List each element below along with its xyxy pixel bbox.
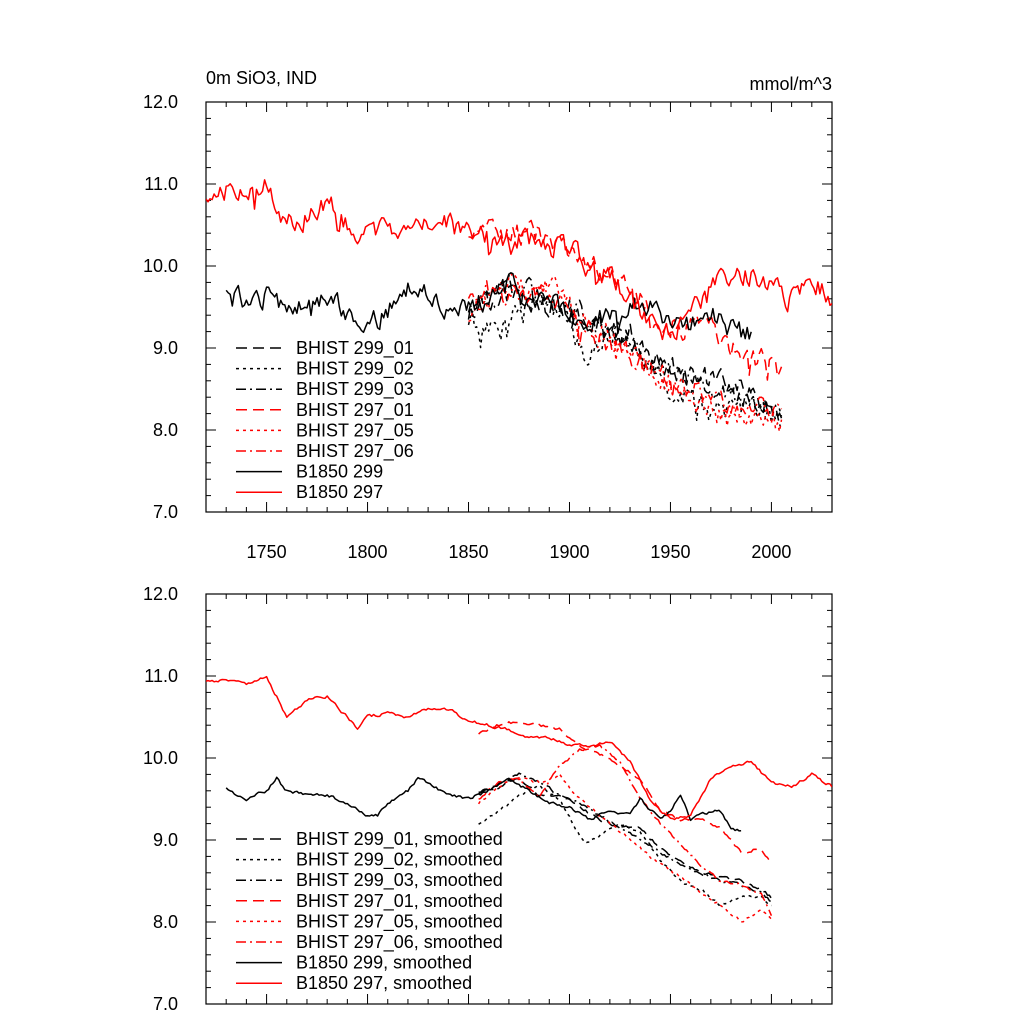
series-line-2 — [478, 784, 772, 907]
chart-panel-2: 7.0 8.0 9.0 10.0 11.0 12.0 BHIST 299_01, smoot… — [143, 584, 833, 1014]
y-tick-label: 7.0 — [153, 994, 178, 1014]
legend-label: BHIST 299_01, smoothed — [296, 829, 503, 850]
series-line-7 — [225, 776, 742, 832]
y-tick-label: 9.0 — [153, 338, 178, 358]
legend-label: BHIST 297_05, smoothed — [296, 911, 503, 932]
legend-label: BHIST 297_06, smoothed — [296, 932, 503, 953]
x-tick-label: 2000 — [751, 542, 791, 562]
series-line-6 — [478, 744, 773, 916]
x-tick-label: 1750 — [247, 542, 287, 562]
series-line-6 — [467, 280, 783, 422]
y-tick-label: 12.0 — [143, 584, 178, 604]
series-line-7 — [225, 272, 752, 340]
legend-label: B1850 299 — [296, 462, 383, 482]
series-line-5 — [477, 772, 772, 923]
x-tick-label: 1800 — [348, 542, 388, 562]
series-line-2 — [467, 292, 783, 424]
plot-frame — [205, 593, 833, 1005]
series-group — [206, 179, 832, 433]
legend-label: BHIST 299_03 — [296, 379, 414, 400]
legend-label: B1850 297, smoothed — [296, 973, 472, 993]
y-tick-label: 9.0 — [153, 830, 178, 850]
series-line-1 — [478, 777, 773, 899]
legend-label: BHIST 299_02 — [296, 359, 414, 380]
series-group — [206, 675, 832, 923]
legend-label: BHIST 299_02, smoothed — [296, 850, 503, 871]
series-line-5 — [468, 272, 783, 433]
y-tick-label: 10.0 — [143, 256, 178, 276]
legend-label: BHIST 297_05 — [296, 420, 414, 441]
y-tick-label: 8.0 — [153, 420, 178, 440]
legend-label: B1850 297 — [296, 482, 383, 502]
x-tick-label: 1950 — [650, 542, 690, 562]
legend-label: B1850 299, smoothed — [296, 953, 472, 973]
legend-label: BHIST 299_03, smoothed — [296, 870, 503, 891]
legend-label: BHIST 297_06 — [296, 441, 414, 462]
series-line-3 — [467, 274, 783, 430]
legend-label: BHIST 297_01 — [296, 400, 414, 421]
x-tick-label: 1900 — [549, 542, 589, 562]
x-tick-label: 1850 — [448, 542, 488, 562]
legend-label: BHIST 299_01 — [296, 338, 414, 359]
y-tick-label: 7.0 — [153, 502, 178, 522]
y-tick-label: 12.0 — [143, 92, 178, 112]
series-line-8 — [206, 675, 832, 821]
units-label: mmol/m^3 — [750, 74, 832, 94]
y-tick-label: 10.0 — [143, 748, 178, 768]
series-line-4 — [478, 721, 773, 865]
chart-title: 0m SiO3, IND — [206, 68, 317, 88]
plot-frame — [205, 101, 833, 513]
y-tick-label: 8.0 — [153, 912, 178, 932]
legend-label: BHIST 297_01, smoothed — [296, 891, 503, 912]
y-tick-label: 11.0 — [144, 174, 178, 194]
chart-panel-1: 7.0 8.0 9.0 10.0 11.0 12.0 1750 1800 1850 1900 195… — [143, 68, 833, 562]
y-tick-label: 11.0 — [144, 666, 178, 686]
series-line-4 — [468, 218, 783, 381]
series-line-8 — [206, 179, 832, 341]
